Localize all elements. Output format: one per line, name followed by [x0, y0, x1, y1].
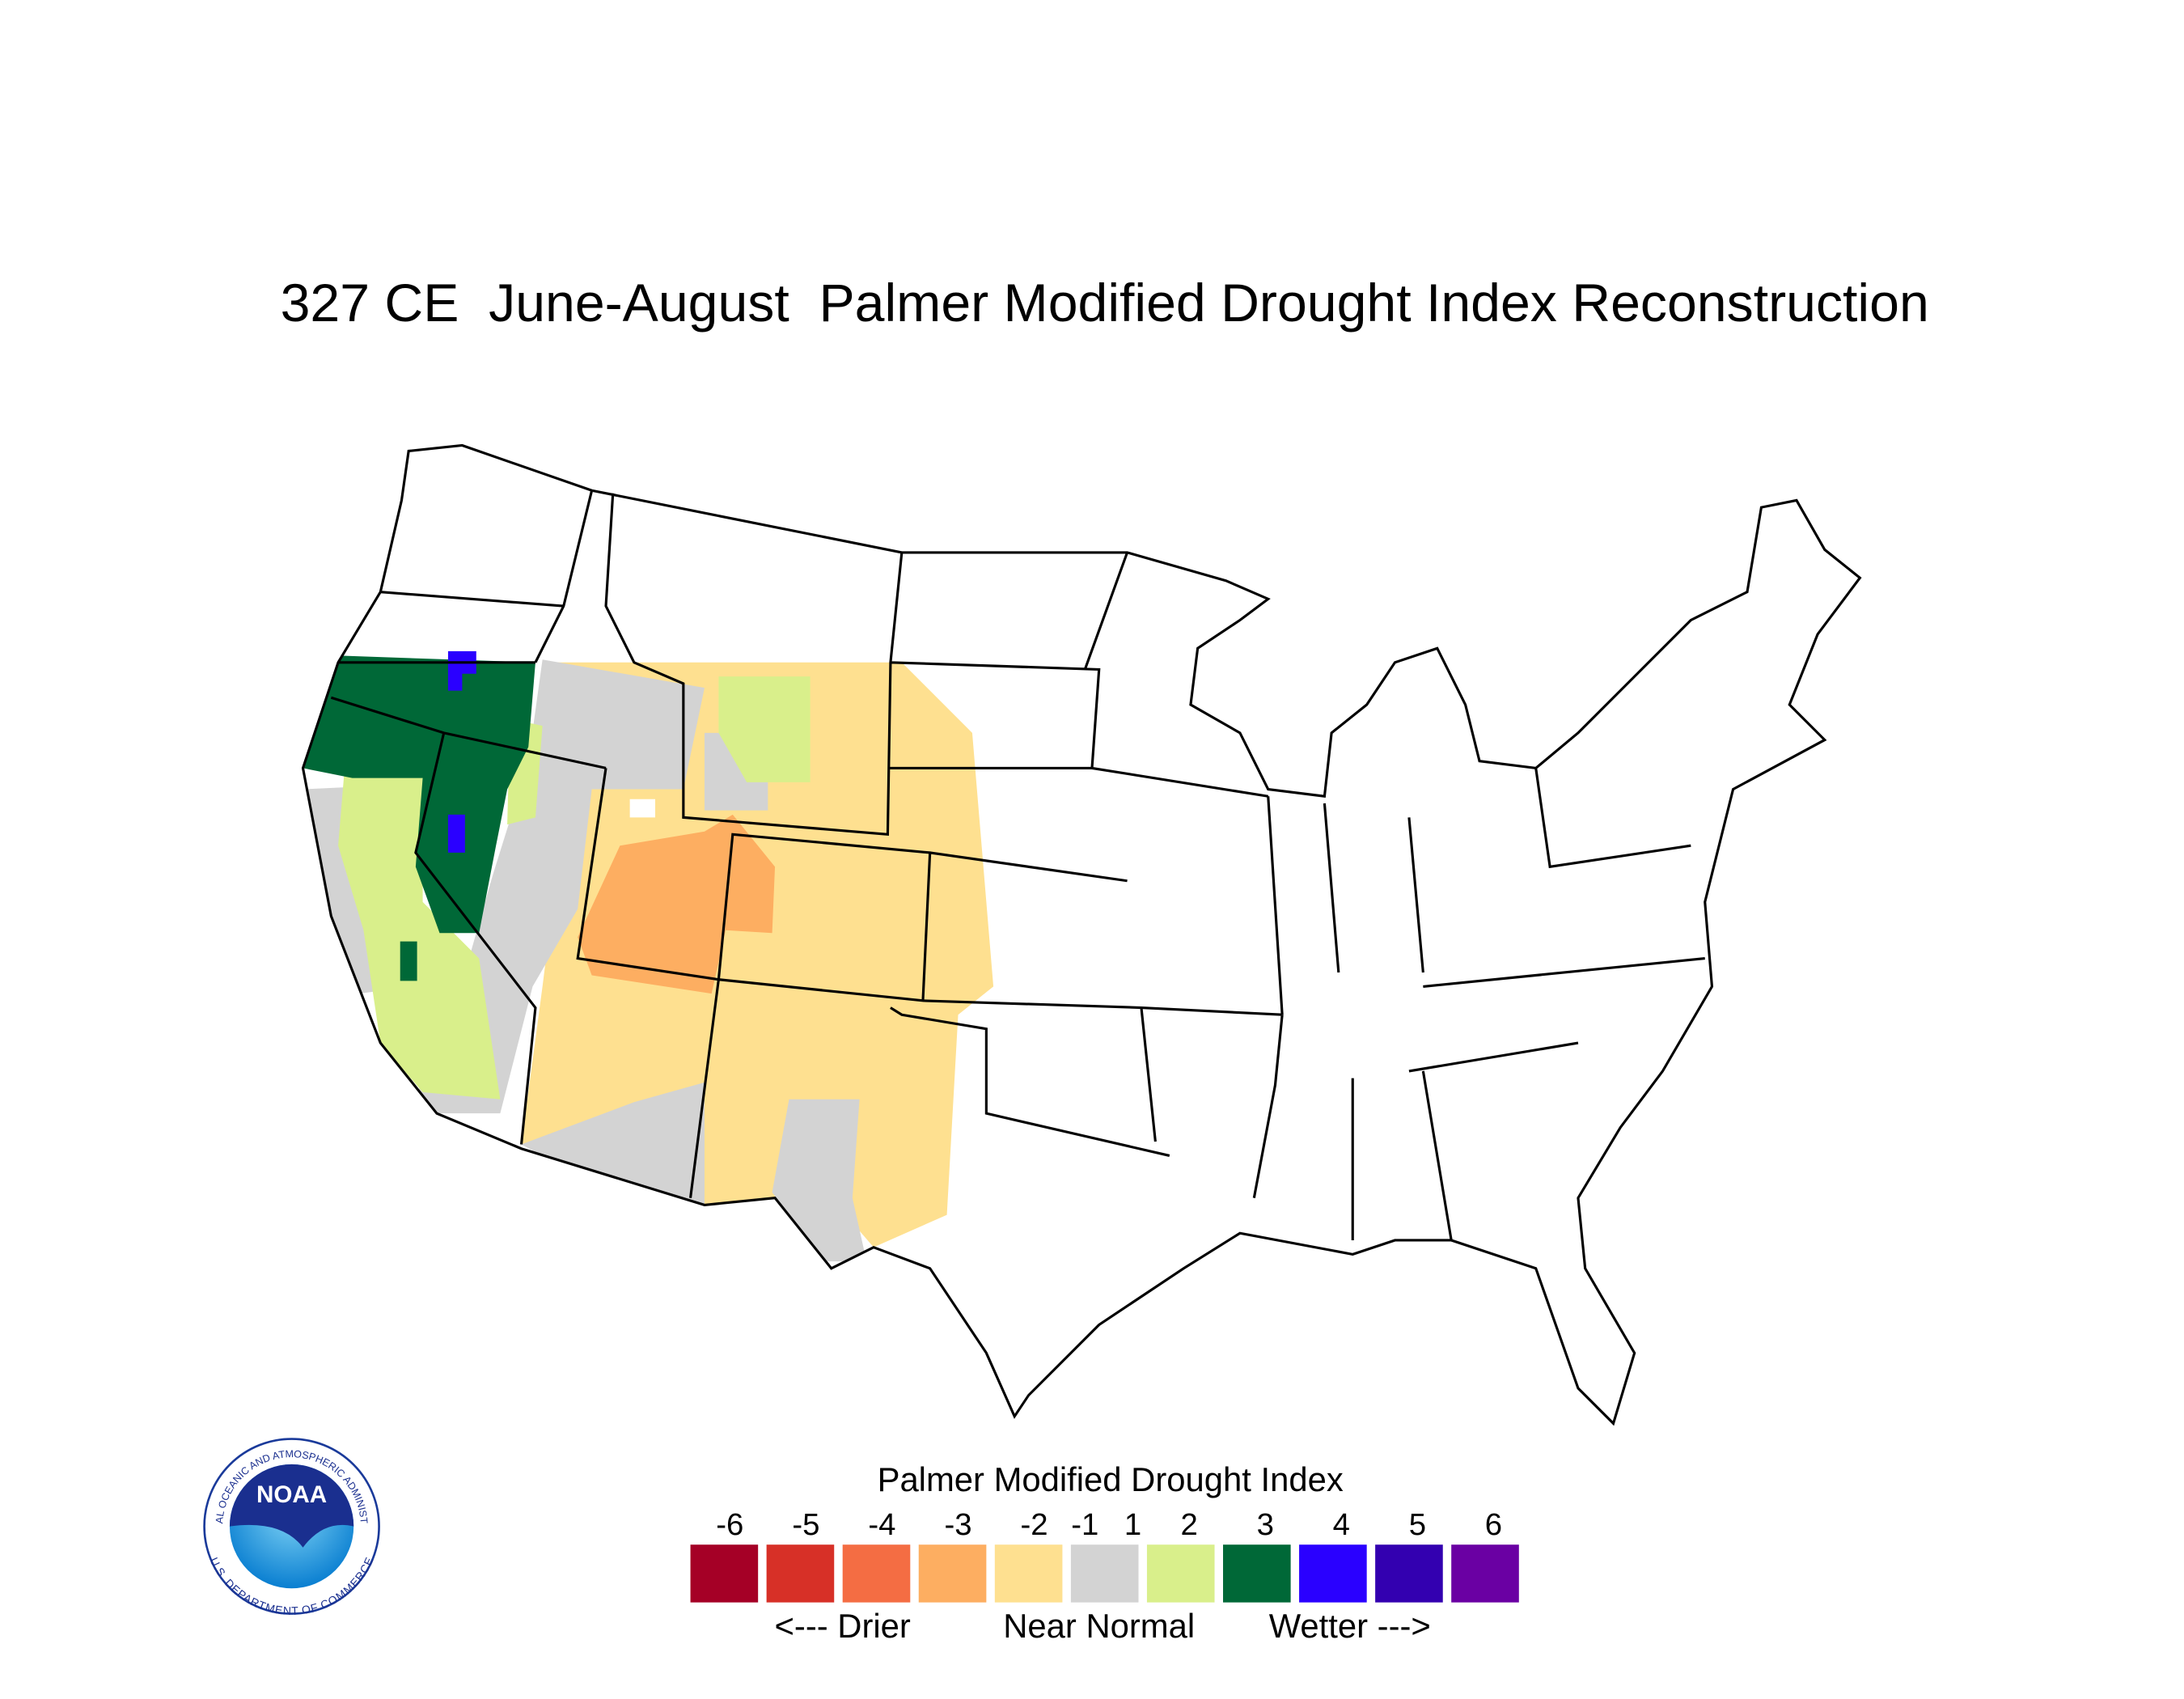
legend-label: Near Normal — [1003, 1607, 1195, 1645]
legend-tick-label: 4 — [1333, 1507, 1350, 1542]
region — [447, 650, 476, 691]
region — [629, 799, 655, 818]
legend-swatches — [690, 1544, 1519, 1603]
logo-name: NOAA — [256, 1481, 327, 1508]
legend-swatch — [1223, 1544, 1291, 1603]
legend-swatch — [994, 1544, 1063, 1603]
legend-swatch — [1070, 1544, 1139, 1603]
legend-ticks: -6 -5 -4 -3 -2 -1 1 2 3 4 5 6 — [716, 1507, 1502, 1542]
legend-tick-label: 3 — [1257, 1507, 1274, 1542]
region — [338, 761, 501, 1099]
legend-tick-label: 2 — [1181, 1507, 1198, 1542]
legend-label: Wetter ---> — [1269, 1607, 1431, 1645]
region — [303, 655, 535, 934]
legend-tick-label: -1 — [1071, 1507, 1098, 1542]
legend-swatch — [766, 1544, 835, 1603]
map-fill — [303, 650, 994, 1262]
legend-swatch — [918, 1544, 987, 1603]
region — [772, 1099, 867, 1262]
legend-tick-label: -3 — [944, 1507, 971, 1542]
legend-swatch — [1299, 1544, 1367, 1603]
logo-sky — [229, 1464, 354, 1548]
legend-tick-label: -4 — [868, 1507, 895, 1542]
legend-swatch — [690, 1544, 759, 1603]
region — [521, 1082, 705, 1207]
legend-swatch — [1146, 1544, 1215, 1603]
region — [447, 814, 465, 853]
legend-tick-label: -6 — [716, 1507, 743, 1542]
legend-title: Palmer Modified Drought Index — [878, 1460, 1344, 1498]
region — [578, 814, 776, 994]
region — [400, 941, 417, 981]
boundaries — [301, 443, 1861, 1425]
legend: Palmer Modified Drought Index -6 -5 -4 -3 -2… — [690, 1460, 1519, 1645]
legend-swatch — [842, 1544, 911, 1603]
legend-tick-label: -5 — [792, 1507, 819, 1542]
state-lines — [330, 489, 1705, 1241]
legend-tick-label: -2 — [1021, 1507, 1048, 1542]
legend-swatch — [1451, 1544, 1519, 1603]
legend-tick-label: 5 — [1409, 1507, 1426, 1542]
title: 327 CE June-August Palmer Modified Droug… — [281, 273, 1929, 333]
legend-tick-label: 1 — [1124, 1507, 1141, 1542]
legend-tick-label: 6 — [1485, 1507, 1502, 1542]
legend-swatch — [1375, 1544, 1443, 1603]
legend-label: <--- Drier — [775, 1607, 911, 1645]
region — [718, 676, 811, 782]
